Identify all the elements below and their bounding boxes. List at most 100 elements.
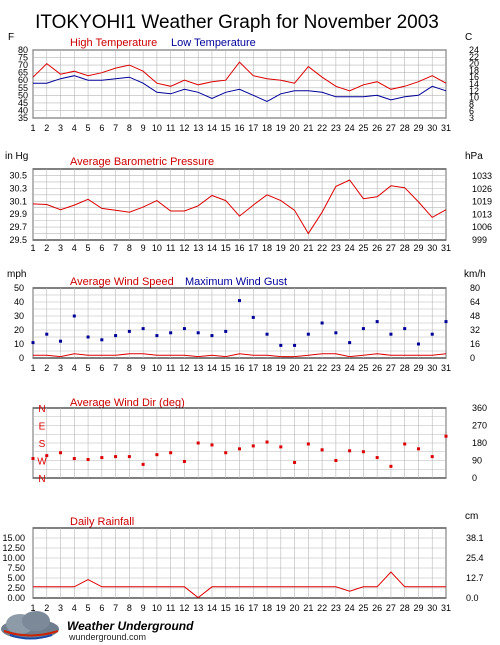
x-tick-label: 24 (345, 363, 355, 373)
x-tick-label: 10 (152, 363, 162, 373)
wind-gust-point (72, 314, 76, 318)
x-tick-label: 18 (262, 243, 272, 253)
wind-speed-panel: mph km/h Average Wind Speed Maximum Wind… (7, 269, 486, 373)
wind-direction-point (114, 455, 118, 459)
x-tick-label: 23 (331, 363, 341, 373)
wind-gust-point (306, 332, 310, 336)
x-tick-label: 19 (276, 603, 286, 613)
rainfall-plot: 0.002.505.007.5010.0012.5015.000.012.725… (2, 527, 484, 613)
x-tick-label: 25 (358, 363, 368, 373)
x-tick-label: 16 (234, 603, 244, 613)
x-tick-label: 25 (358, 243, 368, 253)
x-tick-label: 5 (86, 123, 91, 133)
x-tick-label: 17 (248, 603, 258, 613)
x-tick-label: 23 (331, 243, 341, 253)
x-tick-label: 8 (127, 603, 132, 613)
temp-right-unit: C (465, 32, 472, 43)
x-tick-label: 20 (290, 243, 300, 253)
wind-direction-point (389, 464, 393, 468)
y-tick-label: 70 (18, 60, 28, 70)
y-tick-label: 40 (18, 105, 28, 115)
wind-direction-point (293, 460, 297, 464)
y2-tick-label: 14 (469, 79, 479, 89)
x-tick-label: 7 (113, 243, 118, 253)
x-tick-label: 29 (413, 123, 423, 133)
x-tick-label: 25 (358, 603, 368, 613)
wind-gust-point (320, 321, 324, 325)
legend-high-temperature: High Temperature (70, 37, 157, 49)
x-tick-label: 28 (400, 123, 410, 133)
y-tick-label: 20 (14, 325, 24, 335)
wind-direction-point (196, 441, 200, 445)
y2-tick-label: 180 (472, 438, 487, 448)
x-tick-label: 15 (221, 363, 231, 373)
x-tick-label: 2 (44, 603, 49, 613)
x-tick-label: 13 (193, 243, 203, 253)
pressure-panel: in Hg hPa Average Barometric Pressure 29… (5, 151, 492, 253)
x-tick-label: 11 (166, 363, 175, 373)
y2-tick-label: 8 (469, 99, 474, 109)
y2-tick-label: 1019 (472, 197, 492, 207)
rainfall-chart-title: Daily Rainfall (70, 516, 134, 528)
wind-direction-point (265, 440, 269, 444)
y-tick-label: 2.50 (7, 583, 25, 593)
wind-gust-point (416, 342, 420, 346)
y2-tick-label: 270 (472, 421, 487, 431)
x-tick-label: 12 (179, 603, 189, 613)
y-tick-label: 35 (18, 113, 28, 123)
x-tick-label: 14 (207, 603, 217, 613)
wind-direction-point (251, 444, 255, 448)
y2-tick-label: 16 (469, 72, 479, 82)
rainfall-right-unit: cm (465, 511, 478, 522)
x-tick-label: 1 (30, 123, 35, 133)
x-tick-label: 28 (400, 603, 410, 613)
x-tick-label: 29 (413, 243, 423, 253)
legend-low-temperature: Low Temperature (171, 37, 256, 49)
y2-tick-label: 0 (470, 353, 475, 363)
wind-gust-point (389, 332, 393, 336)
x-tick-label: 17 (248, 243, 258, 253)
y-tick-label: 60 (18, 75, 28, 85)
wind-gust-point (45, 332, 49, 336)
temp-left-unit: F (8, 32, 14, 43)
x-tick-label: 20 (290, 603, 300, 613)
x-tick-label: 14 (207, 363, 217, 373)
x-tick-label: 27 (386, 603, 396, 613)
wind-gust-point (141, 327, 145, 331)
wind-direction-point (31, 457, 35, 461)
wind-direction-point (320, 448, 324, 452)
x-tick-label: 28 (400, 363, 410, 373)
y2-tick-label: 90 (472, 456, 482, 466)
wind-direction-point (375, 456, 379, 460)
weather-underground-logo[interactable]: Weather Underground wunderground.com (1, 611, 194, 642)
x-tick-label: 21 (303, 123, 313, 133)
wind-gust-point (293, 343, 297, 347)
y-tick-label: 40 (14, 297, 24, 307)
x-tick-label: 16 (234, 243, 244, 253)
x-tick-label: 13 (193, 603, 203, 613)
wind-direction-point (45, 454, 49, 458)
x-tick-label: 14 (207, 243, 217, 253)
x-tick-label: 4 (72, 243, 77, 253)
wind-direction-point (416, 447, 420, 451)
y2-tick-label: 3 (469, 113, 474, 123)
rainfall-panel: cm Daily Rainfall 0.002.505.007.5010.001… (2, 511, 483, 613)
wind-gust-point (348, 341, 352, 345)
x-tick-label: 9 (141, 243, 146, 253)
y2-tick-label: 1033 (472, 171, 492, 181)
y-tick-label: 80 (18, 45, 28, 55)
wind-direction-point (141, 462, 145, 466)
wind-direction-point (348, 449, 352, 453)
y2-tick-label: 12.7 (466, 573, 484, 583)
x-tick-label: 30 (427, 123, 437, 133)
x-tick-label: 19 (276, 243, 286, 253)
wind-gust-point (114, 334, 118, 338)
y2-tick-label: 22 (469, 52, 479, 62)
y-tick-label: 29.7 (9, 222, 27, 232)
x-tick-label: 17 (248, 123, 258, 133)
x-tick-label: 14 (207, 123, 217, 133)
wind-gust-point (430, 332, 434, 336)
